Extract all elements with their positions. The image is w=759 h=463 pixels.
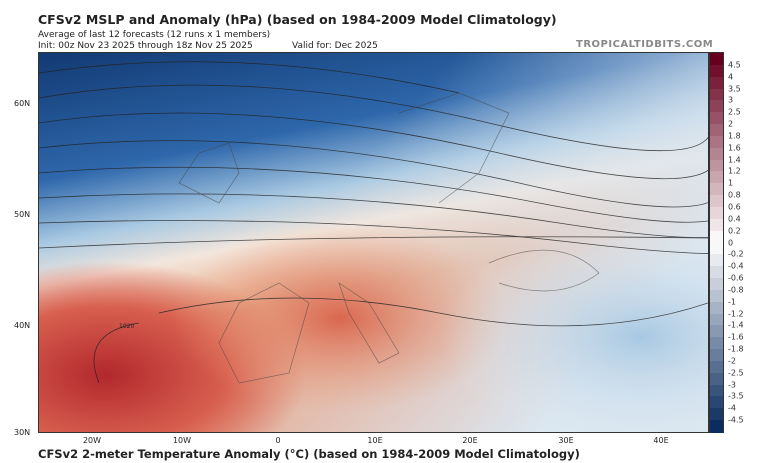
lon-label: 40E (653, 436, 669, 445)
colorbar-label: -0.4 (728, 261, 744, 271)
colorbar-swatch (710, 206, 723, 220)
lon-label: 20E (462, 436, 478, 445)
subtitle: Average of last 12 forecasts (12 runs x … (38, 30, 271, 40)
brand-watermark: TROPICALTIDBITS.COM (576, 39, 714, 50)
colorbar-swatch (710, 53, 723, 66)
valid-time: Valid for: Dec 2025 (292, 41, 378, 51)
colorbar (709, 52, 724, 433)
colorbar-swatch (710, 218, 723, 232)
colorbar-swatch (710, 349, 723, 362)
colorbar-label: 0 (728, 238, 734, 247)
colorbar-swatch (710, 100, 723, 113)
colorbar-label: 0.8 (728, 190, 741, 200)
colorbar-swatch (710, 195, 723, 208)
colorbar-swatch (710, 384, 723, 397)
colorbar-swatch (710, 360, 723, 374)
colorbar-label: 1 (728, 178, 734, 188)
anomaly-map: 1020 (38, 52, 753, 433)
colorbar-label: -0.2 (728, 249, 744, 259)
colorbar-label: -1.4 (728, 320, 744, 330)
colorbar-swatch (710, 420, 723, 433)
colorbar-swatch (710, 313, 723, 326)
lat-label: 40N (14, 321, 31, 330)
colorbar-swatch (710, 325, 723, 338)
lon-label: 20W (82, 436, 102, 445)
colorbar-swatch (710, 254, 723, 267)
colorbar-swatch (710, 278, 723, 291)
chart-title: CFSv2 MSLP and Anomaly (hPa) (based on 1… (38, 12, 557, 27)
colorbar-swatch (710, 301, 723, 315)
colorbar-label: 3.5 (728, 84, 741, 94)
isobar-label: 1020 (119, 323, 134, 330)
colorbar-label: 1.8 (728, 131, 741, 141)
colorbar-swatch (710, 171, 723, 184)
lon-label: 10E (367, 436, 383, 445)
lon-label: 10W (172, 436, 192, 445)
colorbar-label: -2.5 (728, 368, 744, 378)
colorbar-swatch (710, 135, 723, 149)
colorbar-label: 3 (728, 95, 734, 105)
colorbar-swatch (710, 112, 723, 125)
colorbar-swatch (710, 337, 723, 350)
colorbar-swatch (710, 396, 723, 409)
colorbar-label: 4.5 (728, 60, 741, 70)
isobars (38, 61, 753, 384)
colorbar-label: 0.2 (728, 226, 741, 236)
init-time: Init: 00z Nov 23 2025 through 18z Nov 25… (38, 41, 253, 51)
colorbar-label: -0.6 (728, 273, 744, 283)
colorbar-swatch (710, 289, 723, 303)
colorbar-swatch (710, 159, 723, 172)
colorbar-label: -1.6 (728, 332, 744, 342)
colorbar-label: 1.2 (728, 166, 741, 176)
colorbar-swatch (710, 408, 723, 421)
colorbar-swatch (710, 124, 723, 137)
colorbar-label: -4.5 (728, 415, 744, 425)
lat-label: 30N (14, 428, 31, 437)
colorbar-label: -1 (728, 297, 736, 307)
colorbar-label: 1.4 (728, 155, 741, 165)
colorbar-label: -1.8 (728, 344, 744, 354)
colorbar-label: 4 (728, 72, 734, 82)
colorbar-label: 0.6 (728, 202, 741, 212)
colorbar-swatch (710, 147, 723, 161)
colorbar-label: -3.5 (728, 391, 744, 401)
colorbar-swatch (710, 64, 723, 78)
colorbar-label: -2 (728, 356, 736, 366)
coastlines (178, 92, 600, 384)
colorbar-swatch (710, 372, 723, 386)
colorbar-label: 2 (728, 119, 734, 129)
lon-label: 30E (558, 436, 574, 445)
colorbar-swatch (710, 230, 723, 243)
colorbar-swatch (710, 242, 723, 255)
lat-label: 50N (14, 210, 31, 219)
colorbar-label: -0.8 (728, 285, 744, 295)
colorbar-swatch (710, 266, 723, 279)
lon-label: 0 (275, 436, 281, 445)
colorbar-label: 0.4 (728, 214, 741, 224)
colorbar-swatch (710, 88, 723, 101)
colorbar-label: 2.5 (728, 107, 741, 117)
colorbar-label: 1.6 (728, 143, 741, 153)
colorbar-swatch (710, 183, 723, 196)
footer-title: CFSv2 2-meter Temperature Anomaly (°C) (… (38, 447, 580, 461)
colorbar-label: -1.2 (728, 309, 744, 319)
colorbar-label: -3 (728, 380, 736, 390)
colorbar-label: -4 (728, 403, 736, 413)
lat-label: 60N (14, 99, 31, 108)
colorbar-swatch (710, 76, 723, 90)
